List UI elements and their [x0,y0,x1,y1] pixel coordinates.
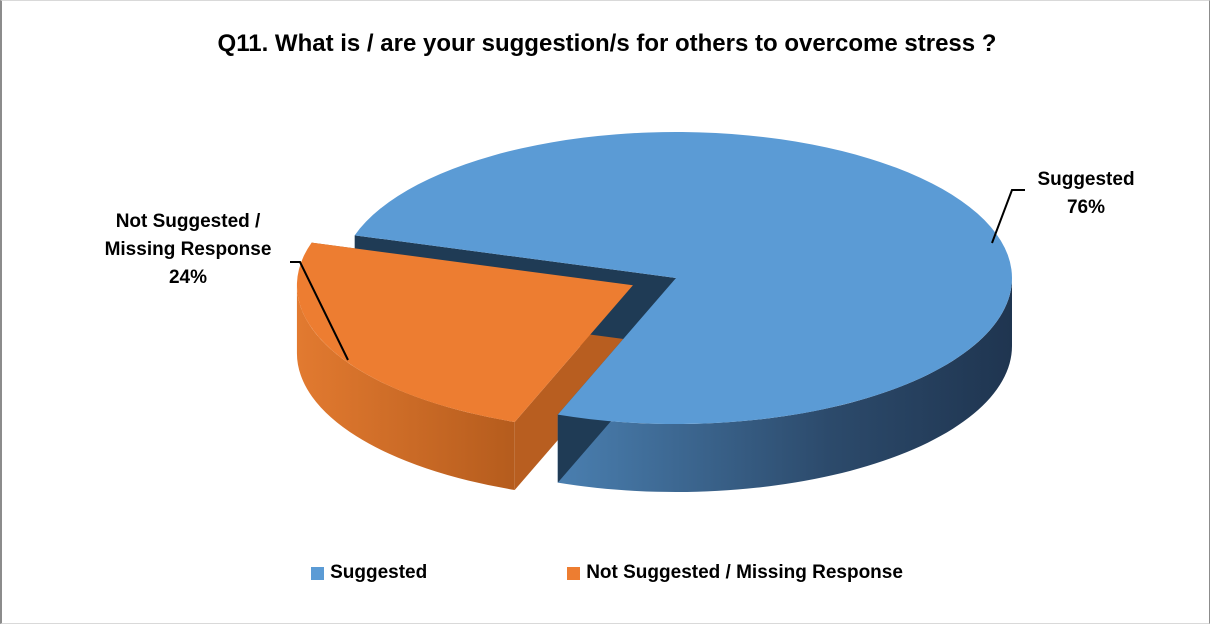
data-label-not-suggested-value: 24% [168,267,208,288]
data-label-suggested: Suggested 76% [1016,166,1156,222]
legend-label-suggested: Suggested [330,562,428,583]
legend-item-suggested: Suggested [311,562,427,584]
slice-outer-wall-not-suggested [296,285,515,490]
slice-side-wall-not-suggested-start [514,285,633,490]
data-label-suggested-name: Suggested [1037,169,1135,190]
pie-slice-suggested [354,132,1012,425]
legend-item-not-suggested: Not Suggested / Missing Response [567,562,903,584]
chart-title: Q11. What is / are your suggestion/s for… [217,30,997,57]
chart-legend: Suggested Not Suggested / Missing Respon… [0,562,1214,584]
data-label-suggested-value: 76% [1066,197,1106,218]
leader-line-not-suggested [290,261,349,361]
leader-line-suggested [991,189,1025,244]
legend-swatch-suggested [311,566,325,580]
data-label-not-suggested-line2: Missing Response [104,239,272,260]
legend-swatch-not-suggested [567,566,581,580]
data-label-not-suggested-line1: Not Suggested / [115,211,261,232]
data-label-not-suggested: Not Suggested / Missing Response 24% [78,208,298,292]
legend-label-not-suggested: Not Suggested / Missing Response [586,562,903,583]
slice-outer-wall-suggested [557,278,1012,492]
pie-slice-not-suggested [296,242,633,422]
